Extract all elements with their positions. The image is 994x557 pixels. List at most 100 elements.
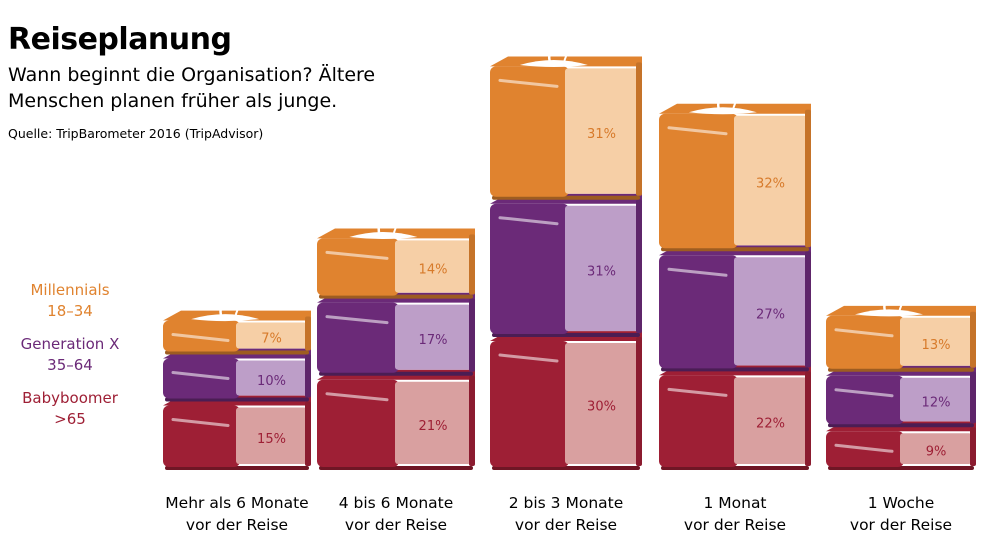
category-label: vor der Reise <box>684 516 786 534</box>
category-label: 1 Monat <box>703 494 766 512</box>
data-label: 22% <box>756 417 785 432</box>
palm-island-icon <box>191 289 260 322</box>
data-label: 32% <box>756 177 785 192</box>
book-pages <box>900 377 972 422</box>
book-segment: 13% <box>826 305 976 372</box>
data-label: 10% <box>257 374 286 389</box>
book-spine <box>317 302 399 373</box>
data-label: 12% <box>922 396 951 411</box>
category-label: vor der Reise <box>345 516 447 534</box>
book-cover-edge <box>970 427 976 466</box>
palm-leaves-small <box>384 216 415 223</box>
book-spine-highlight <box>498 216 559 226</box>
data-label: 14% <box>419 263 448 278</box>
legend-range: 35–64 <box>47 356 93 374</box>
book-pages <box>236 407 307 464</box>
island-shape <box>688 107 757 115</box>
book-pages <box>236 360 307 396</box>
book-spine-highlight <box>834 328 894 338</box>
book-segment: 30% <box>490 331 642 470</box>
book-cover-edge <box>305 316 311 351</box>
book-segment: 15% <box>163 395 311 470</box>
book-pages <box>236 322 307 349</box>
category-label: vor der Reise <box>850 516 952 534</box>
book-cover-edge <box>970 371 976 424</box>
book-pages <box>395 240 471 293</box>
book-spine <box>826 315 904 369</box>
book-cover-edge <box>636 337 642 466</box>
book-spine <box>163 320 240 352</box>
book-spine <box>317 379 399 467</box>
palm-leaves <box>201 289 245 305</box>
book-spine <box>163 405 240 467</box>
category-label: 1 Woche <box>868 494 935 512</box>
legend: Millennials 18–34 Generation X 35–64 Bab… <box>0 280 140 442</box>
legend-name: Generation X <box>20 335 120 353</box>
book-base <box>828 367 974 372</box>
book-segment: 9% <box>826 421 976 470</box>
book-spine-highlight <box>171 333 230 342</box>
book-pages <box>734 257 807 366</box>
book-pages <box>565 343 638 464</box>
book-spine <box>490 66 569 197</box>
book-spine-highlight <box>325 250 389 260</box>
island-shape <box>349 232 418 239</box>
category-label: vor der Reise <box>186 516 288 534</box>
book-spine <box>659 113 738 249</box>
book-segment: 27% <box>659 245 811 372</box>
palm-leaves <box>699 82 743 98</box>
palm-leaves <box>530 35 574 51</box>
book-spine <box>163 358 240 399</box>
book-segment: 14% <box>317 228 475 299</box>
book-spine-highlight <box>834 443 894 453</box>
book-pages <box>900 317 972 366</box>
book-segment: 17% <box>317 292 475 376</box>
legend-range: >65 <box>54 410 86 428</box>
palm-leaves-small <box>889 294 921 300</box>
book-segment: 10% <box>163 348 311 402</box>
book-spine-highlight <box>171 418 230 427</box>
book-segment: 32% <box>659 103 811 252</box>
book-pages <box>734 115 807 246</box>
book-cover-edge <box>469 375 475 466</box>
book-spine <box>490 203 569 334</box>
book-spine <box>317 238 399 296</box>
palm-leaves <box>865 284 909 300</box>
data-label: 17% <box>419 333 448 348</box>
book-pages <box>565 205 638 331</box>
book-spine-highlight <box>667 267 728 277</box>
book-cover-edge <box>469 298 475 372</box>
category-label: vor der Reise <box>515 516 617 534</box>
book-cover-edge <box>805 109 811 248</box>
palm-leaves-small <box>225 298 257 305</box>
data-label: 9% <box>926 445 947 460</box>
book-cover-edge <box>970 311 976 368</box>
book-spine-highlight <box>171 371 230 380</box>
legend-item-generation-x: Generation X 35–64 <box>0 334 140 376</box>
book-spine <box>659 375 738 467</box>
chart-subtitle: Wann beginnt die Organisation? Ältere Me… <box>8 64 376 112</box>
book-cover-edge <box>636 199 642 333</box>
chart-title: Reiseplanung <box>8 22 232 57</box>
chart-source: Quelle: TripBarometer 2016 (TripAdvisor) <box>8 126 264 141</box>
book-spine-highlight <box>498 78 559 88</box>
book-spine-highlight <box>667 126 728 136</box>
palm-island-icon <box>688 82 757 115</box>
palm-island-icon <box>855 284 923 317</box>
book-pages <box>395 304 471 370</box>
data-label: 31% <box>587 127 616 142</box>
data-label: 15% <box>257 432 286 447</box>
data-label: 7% <box>261 332 282 347</box>
book-cover-edge <box>805 251 811 368</box>
book-spine-highlight <box>834 388 894 398</box>
island-shape <box>191 314 260 322</box>
book-cover-edge <box>469 234 475 295</box>
island-shape <box>519 60 588 67</box>
legend-name: Millennials <box>30 281 110 299</box>
legend-item-millennials: Millennials 18–34 <box>0 280 140 322</box>
data-label: 30% <box>587 400 616 415</box>
book-segment: 21% <box>317 369 475 470</box>
palm-leaves <box>359 207 403 223</box>
book-cover-edge <box>805 371 811 466</box>
